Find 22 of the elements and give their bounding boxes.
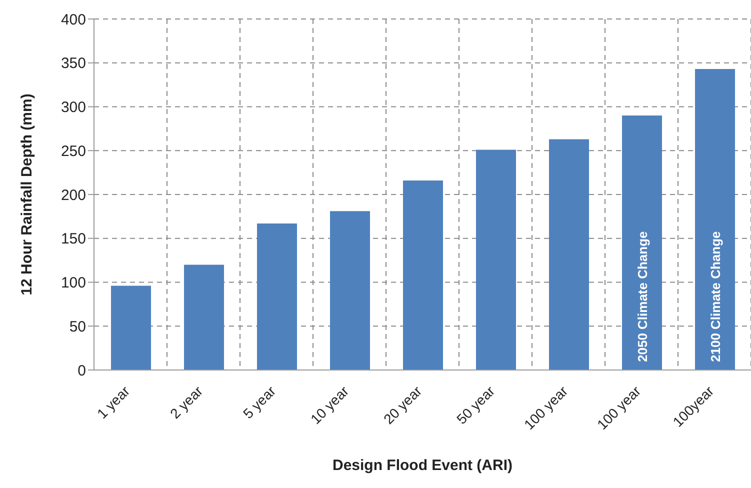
- y-tick-label: 400: [60, 11, 86, 28]
- bar: [695, 69, 735, 370]
- y-tick-label: 300: [60, 99, 86, 116]
- bar: [622, 116, 662, 370]
- annotation: 2100 Climate Change: [708, 231, 723, 362]
- bar: [330, 211, 370, 370]
- bar: [111, 286, 151, 370]
- y-axis-title: 12 Hour Rainfall Depth (mm): [18, 94, 36, 296]
- bar: [184, 264, 224, 370]
- annotation: 2050 Climate Change: [635, 231, 650, 362]
- bar: [403, 180, 443, 370]
- bar: [476, 150, 516, 370]
- y-tick-label: 200: [60, 186, 86, 204]
- bar: [257, 223, 297, 370]
- bar: [549, 139, 589, 370]
- y-tick-label: 150: [60, 230, 86, 248]
- x-axis-title: Design Flood Event (ARI): [332, 457, 513, 474]
- y-tick-label: 250: [60, 142, 86, 160]
- y-tick-label: 350: [60, 55, 86, 72]
- y-tick-label: 0: [78, 362, 86, 380]
- y-tick-label: 50: [69, 318, 86, 336]
- y-tick-label: 100: [60, 274, 86, 292]
